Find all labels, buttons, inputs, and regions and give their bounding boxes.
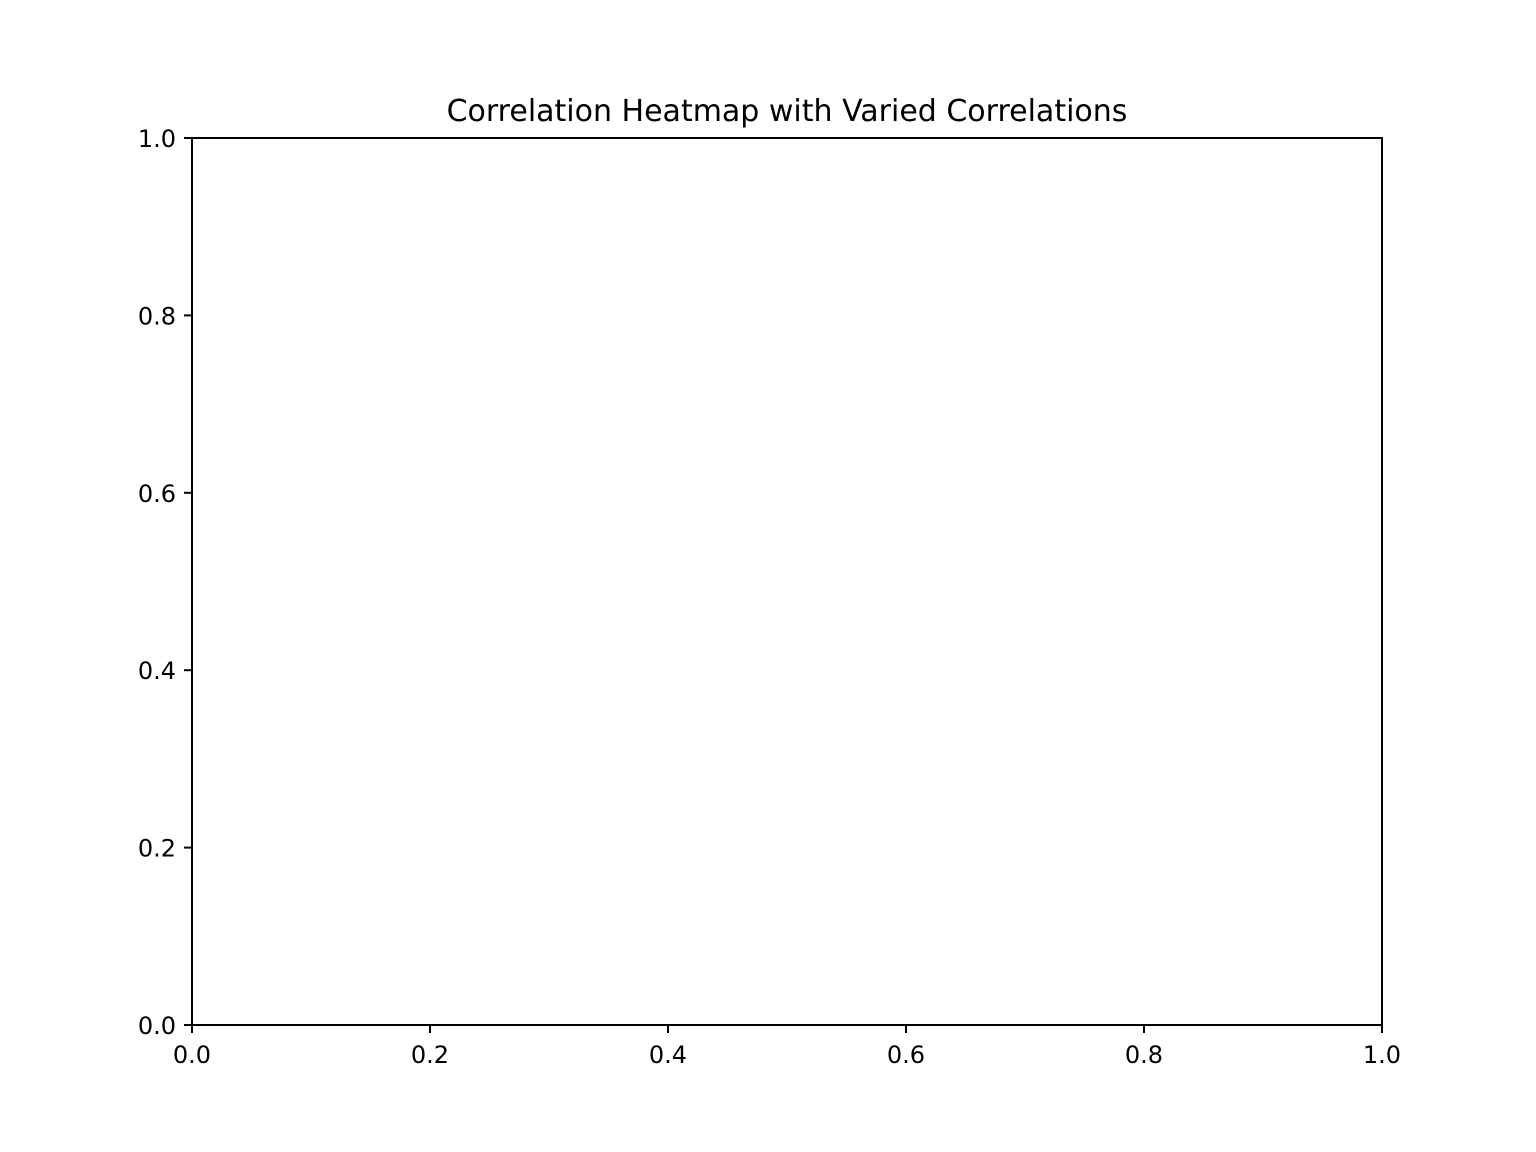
x-tick-label: 0.8 (1125, 1041, 1163, 1069)
y-tick-label: 0.0 (138, 1012, 176, 1040)
x-tick-label: 1.0 (1363, 1041, 1401, 1069)
plot-area-frame (191, 137, 1383, 1026)
y-tick-label: 0.6 (138, 480, 176, 508)
y-tick-label: 1.0 (138, 125, 176, 153)
x-tick-label: 0.6 (887, 1041, 925, 1069)
y-tick-label: 0.8 (138, 302, 176, 330)
x-axis: 0.0 0.2 0.4 0.6 0.8 1.0 (173, 1025, 1401, 1069)
x-tick-label: 0.0 (173, 1041, 211, 1069)
y-tick-label: 0.2 (138, 835, 176, 863)
x-tick-label: 0.2 (411, 1041, 449, 1069)
x-tick-label: 0.4 (649, 1041, 687, 1069)
chart-title: Correlation Heatmap with Varied Correlat… (447, 94, 1128, 129)
y-axis: 0.0 0.2 0.4 0.6 0.8 1.0 (138, 125, 192, 1040)
y-tick-label: 0.4 (138, 657, 176, 685)
